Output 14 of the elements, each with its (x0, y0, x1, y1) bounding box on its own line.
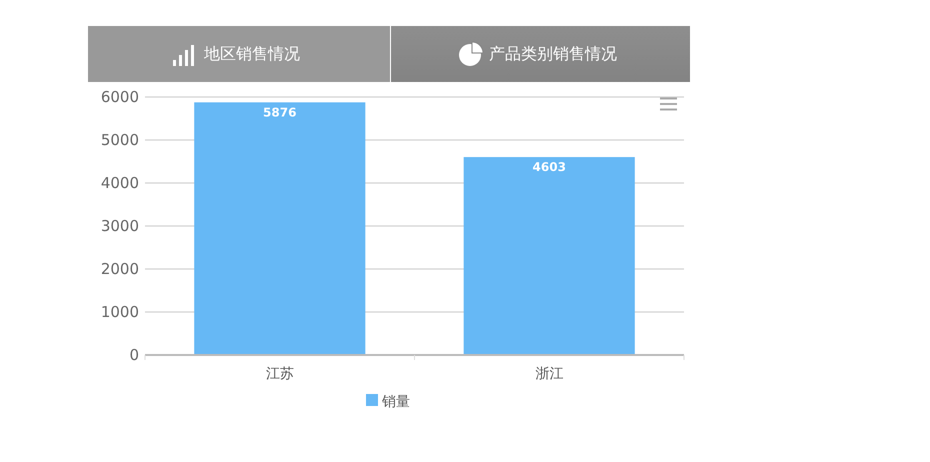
y-tick-label: 6000 (100, 88, 139, 106)
legend-label: 销量 (381, 394, 410, 410)
data-label: 4603 (532, 160, 566, 174)
x-tick-label: 江苏 (266, 366, 294, 382)
x-tick-label: 浙江 (535, 366, 564, 382)
data-label: 5876 (263, 105, 296, 120)
chart-title: 地区销售情况 (203, 44, 300, 63)
y-tick-label: 5000 (100, 131, 139, 149)
text: 产品类别销售情况 (489, 44, 617, 63)
y-tick-label: 2000 (100, 260, 139, 278)
y-tick-label: 4000 (100, 174, 139, 192)
y-tick-label: 0 (129, 346, 139, 364)
y-tick-label: 1000 (100, 303, 139, 321)
y-tick-label: 3000 (100, 217, 139, 235)
